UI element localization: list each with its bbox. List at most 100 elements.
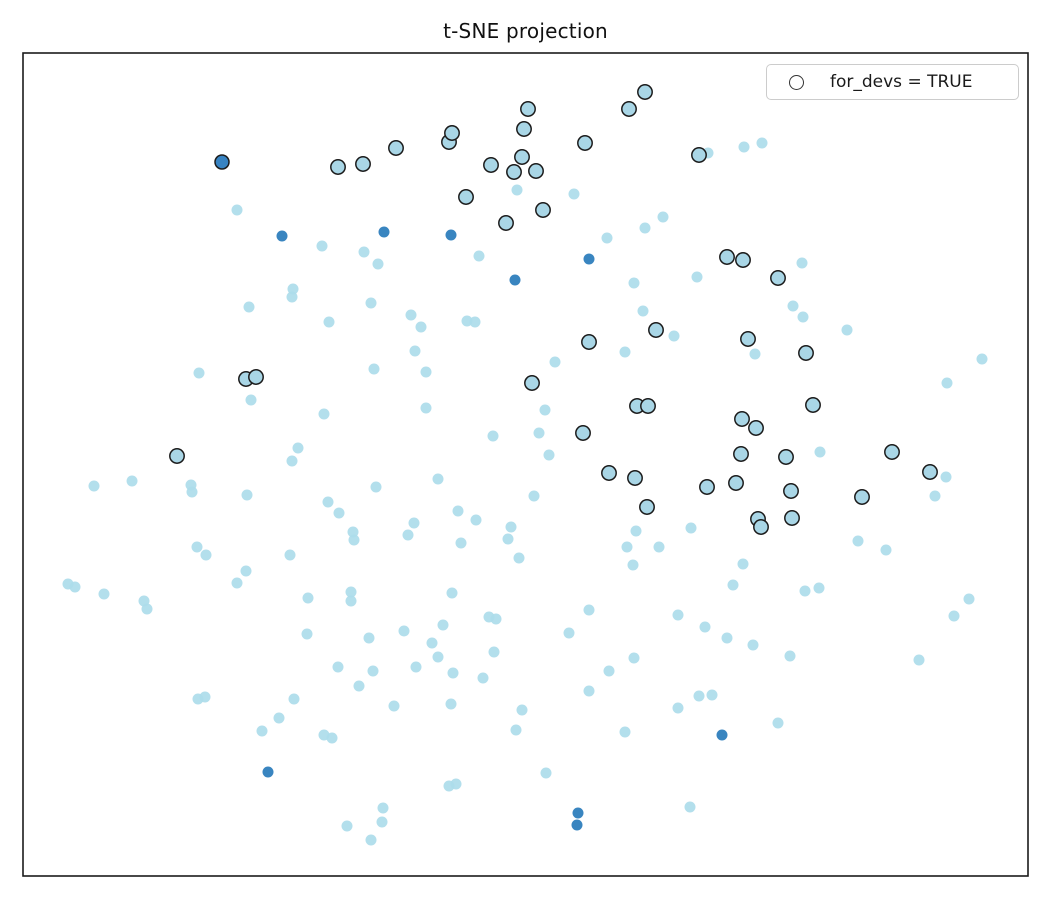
scatter-point-base — [445, 698, 457, 710]
scatter-point-base — [568, 188, 580, 200]
scatter-point-base — [432, 473, 444, 485]
scatter-point-base — [332, 661, 344, 673]
scatter-point-base — [415, 321, 427, 333]
scatter-point-base — [940, 471, 952, 483]
scatter-point-base — [368, 363, 380, 375]
scatter-point-base — [333, 507, 345, 519]
scatter-point-for_devs_true — [581, 334, 597, 350]
scatter-point-for_devs_true — [783, 483, 799, 499]
scatter-point-base — [365, 834, 377, 846]
scatter-point-base — [749, 348, 761, 360]
scatter-point-for_devs_true — [169, 448, 185, 464]
scatter-point-base — [284, 549, 296, 561]
scatter-point-base — [322, 496, 334, 508]
scatter-point-base — [963, 593, 975, 605]
scatter-point-base — [326, 732, 338, 744]
scatter-point-for_devs_true — [854, 489, 870, 505]
scatter-point-base — [976, 353, 988, 365]
scatter-point-base — [447, 667, 459, 679]
scatter-point-base — [348, 534, 360, 546]
scatter-point-base — [363, 632, 375, 644]
scatter-point-base — [772, 717, 784, 729]
scatter-point-base — [814, 446, 826, 458]
scatter-point-dark — [571, 819, 583, 831]
scatter-point-base — [345, 586, 357, 598]
scatter-point-base — [738, 141, 750, 153]
scatter-point-for_devs_true — [735, 252, 751, 268]
scatter-point-base — [372, 258, 384, 270]
scatter-point-base — [353, 680, 365, 692]
scatter-point-for_devs_true — [740, 331, 756, 347]
scatter-point-for_devs_true — [330, 159, 346, 175]
scatter-point-base — [420, 402, 432, 414]
scatter-point-dark — [716, 729, 728, 741]
scatter-point-for_devs_true — [355, 156, 371, 172]
scatter-point-base — [528, 490, 540, 502]
scatter-point-base — [721, 632, 733, 644]
scatter-point-base — [365, 297, 377, 309]
scatter-point-base — [69, 581, 81, 593]
scatter-point-for_devs_true — [498, 215, 514, 231]
scatter-point-base — [929, 490, 941, 502]
scatter-point-base — [488, 646, 500, 658]
scatter-point-base — [913, 654, 925, 666]
scatter-point-base — [880, 544, 892, 556]
scatter-point-base — [126, 475, 138, 487]
scatter-point-base — [420, 366, 432, 378]
chart-title: t-SNE projection — [443, 19, 608, 43]
scatter-point-for_devs_true — [458, 189, 474, 205]
scatter-point-base — [533, 427, 545, 439]
scatter-point-base — [852, 535, 864, 547]
scatter-point-for_devs_true — [524, 375, 540, 391]
scatter-point-base — [241, 489, 253, 501]
scatter-point-base — [408, 517, 420, 529]
scatter-point-for_devs_true — [248, 369, 264, 385]
scatter-point-base — [191, 541, 203, 553]
scatter-point-base — [450, 778, 462, 790]
scatter-point-base — [288, 693, 300, 705]
scatter-point-base — [367, 665, 379, 677]
scatter-point-base — [200, 549, 212, 561]
scatter-point-base — [470, 514, 482, 526]
scatter-point-base — [540, 767, 552, 779]
scatter-point-base — [347, 526, 359, 538]
scatter-point-base — [628, 277, 640, 289]
scatter-point-base — [756, 137, 768, 149]
legend: for_devs = TRUE — [766, 64, 1019, 100]
scatter-point-for_devs_true — [648, 322, 664, 338]
scatter-point-for_devs_true — [691, 147, 707, 163]
scatter-point-for_devs_true — [516, 121, 532, 137]
scatter-point-base — [657, 211, 669, 223]
legend-label: for_devs = TRUE — [830, 72, 973, 92]
scatter-point-base — [668, 330, 680, 342]
scatter-point-base — [621, 541, 633, 553]
scatter-point-base — [301, 628, 313, 640]
scatter-point-dark — [378, 226, 390, 238]
scatter-point-base — [455, 537, 467, 549]
scatter-point-for_devs_true — [444, 125, 460, 141]
scatter-point-base — [799, 585, 811, 597]
scatter-point-base — [287, 283, 299, 295]
scatter-point-base — [510, 724, 522, 736]
scatter-point-for_devs_true — [483, 157, 499, 173]
scatter-point-for_devs_true — [514, 149, 530, 165]
scatter-point-for_devs_true — [733, 446, 749, 462]
scatter-point-base — [543, 449, 555, 461]
scatter-point-base — [461, 315, 473, 327]
scatter-point-base — [388, 700, 400, 712]
scatter-point-base — [516, 704, 528, 716]
scatter-point-base — [672, 702, 684, 714]
scatter-point-for_devs_true — [575, 425, 591, 441]
scatter-point-base — [199, 691, 211, 703]
scatter-point-base — [539, 404, 551, 416]
scatter-point-base — [784, 650, 796, 662]
scatter-point-base — [410, 661, 422, 673]
scatter-point-base — [286, 455, 298, 467]
scatter-point-base — [583, 604, 595, 616]
scatter-point-for_devs_true — [798, 345, 814, 361]
scatter-point-for_devs_true — [748, 420, 764, 436]
scatter-point-base — [398, 625, 410, 637]
scatter-points-layer — [62, 84, 988, 846]
plot-frame — [22, 52, 1029, 877]
scatter-point-base — [627, 559, 639, 571]
